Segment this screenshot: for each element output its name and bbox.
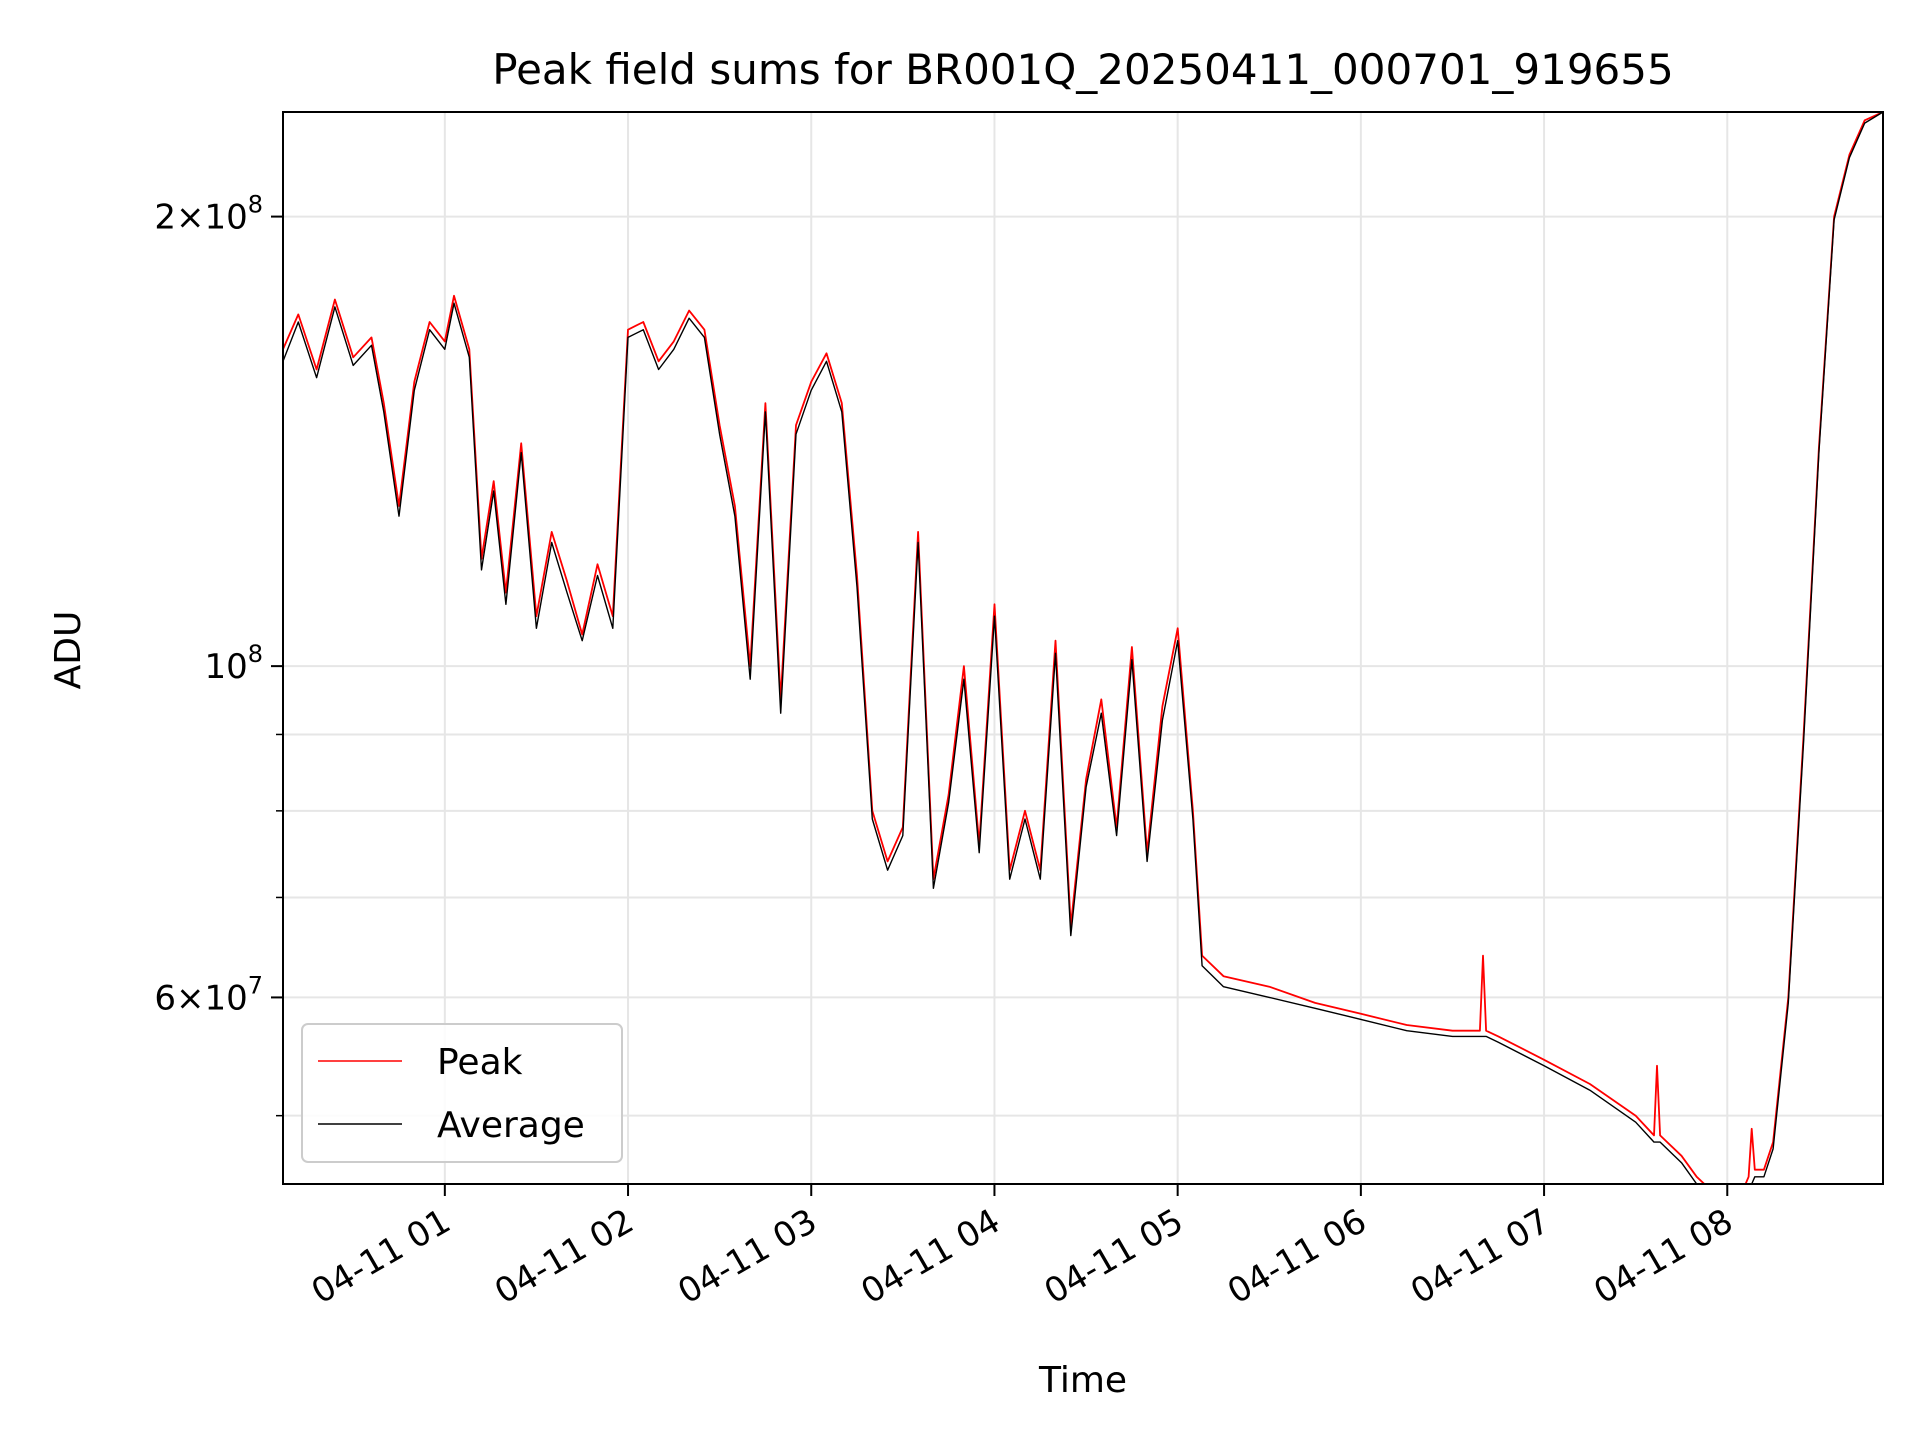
legend-label-average: Average (437, 1105, 585, 1146)
plot-frame (282, 111, 1884, 1185)
x-axis-label: Time (1038, 1360, 1127, 1401)
y-tick-label: 108 (204, 640, 263, 687)
legend: Peak Average (301, 1023, 623, 1163)
legend-label-peak: Peak (437, 1042, 523, 1083)
series-layer (283, 112, 1883, 1184)
y-tick-label: 2×108 (154, 191, 263, 238)
y-axis-label: ADU (48, 611, 89, 690)
y-tick-label: 6×107 (154, 971, 263, 1018)
chart-title: Peak field sums for BR001Q_20250411_0007… (492, 45, 1673, 94)
series-line-average (283, 112, 1883, 1184)
legend-box (301, 1023, 623, 1163)
series-line-peak (283, 112, 1883, 1184)
